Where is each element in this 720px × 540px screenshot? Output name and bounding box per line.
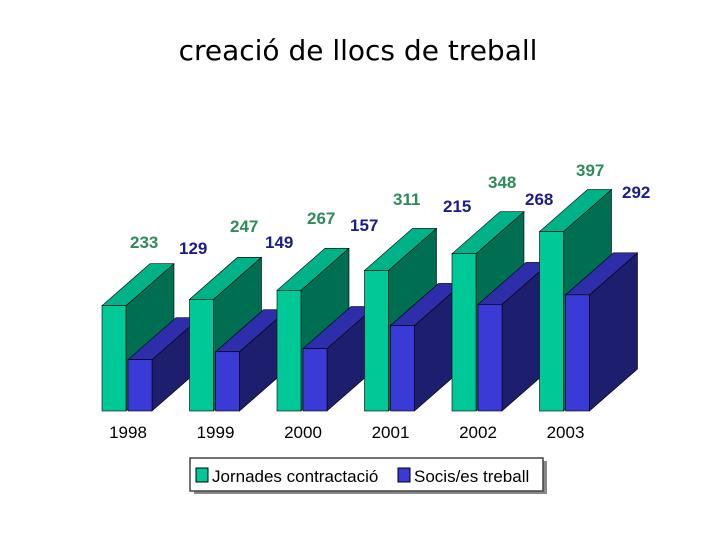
bar-socis-2003-front bbox=[565, 294, 590, 412]
legend-box bbox=[189, 457, 544, 492]
value-label-socis-2000: 157 bbox=[350, 216, 378, 235]
value-label-socis-2002: 268 bbox=[525, 190, 553, 209]
legend-label-socis: Socis/es treball bbox=[414, 467, 529, 486]
bar-socis-2001 bbox=[389, 282, 464, 412]
x-tick-labels-group: 1998 1999 2000 2001 2002 2003 bbox=[109, 423, 584, 442]
x-tick-label-1998: 1998 bbox=[109, 423, 147, 442]
bar-socis-2002-front bbox=[477, 304, 503, 412]
bar-jornades-1999-front bbox=[189, 299, 214, 412]
value-label-jornades-2000: 267 bbox=[307, 209, 335, 228]
bar-socis-2003 bbox=[564, 252, 639, 412]
chart-title: creació de llocs de treball bbox=[178, 34, 538, 67]
legend-swatch-jornades bbox=[195, 467, 209, 483]
x-tick-label-2000: 2000 bbox=[284, 423, 322, 442]
value-label-socis-1999: 149 bbox=[265, 233, 293, 252]
value-label-jornades-1998: 233 bbox=[130, 233, 158, 252]
x-tick-label-1999: 1999 bbox=[197, 423, 235, 442]
value-label-socis-1998: 129 bbox=[179, 239, 207, 258]
x-tick-label-2003: 2003 bbox=[547, 423, 585, 442]
bar-socis-2000-front bbox=[302, 348, 328, 412]
value-label-jornades-1999: 247 bbox=[230, 217, 258, 236]
value-label-jornades-2001: 311 bbox=[393, 190, 420, 209]
legend-swatch-socis bbox=[397, 467, 411, 483]
bar-jornades-2002-front bbox=[451, 253, 477, 412]
legend-label-jornades: Jornades contractació bbox=[212, 467, 378, 486]
bar-jornades-2003-front bbox=[539, 231, 564, 412]
bar-socis-2002 bbox=[477, 261, 551, 412]
bar-jornades-1998-front bbox=[101, 305, 127, 412]
bar-socis-1999-front bbox=[215, 351, 240, 412]
bar-jornades-2001-front bbox=[364, 270, 389, 412]
bar-socis-1998-front bbox=[127, 359, 153, 412]
bar-jornades-2000-front bbox=[276, 290, 302, 412]
x-tick-label-2002: 2002 bbox=[459, 423, 497, 442]
value-label-socis-2001: 215 bbox=[443, 197, 471, 216]
value-label-socis-2003: 292 bbox=[622, 183, 650, 202]
value-label-jornades-2002: 348 bbox=[488, 173, 516, 192]
value-label-jornades-2003: 397 bbox=[576, 161, 604, 180]
legend: Jornades contractació Socis/es treball bbox=[189, 457, 547, 494]
x-tick-label-2001: 2001 bbox=[372, 423, 410, 442]
bar-socis-2001-front bbox=[390, 325, 415, 412]
bar-socis-1999 bbox=[214, 309, 289, 412]
value-labels-group: 233 129 247 149 267 157 311 215 348 268 397 292 bbox=[130, 161, 650, 258]
bar-socis-2000 bbox=[302, 305, 376, 412]
bars-group bbox=[101, 188, 639, 412]
